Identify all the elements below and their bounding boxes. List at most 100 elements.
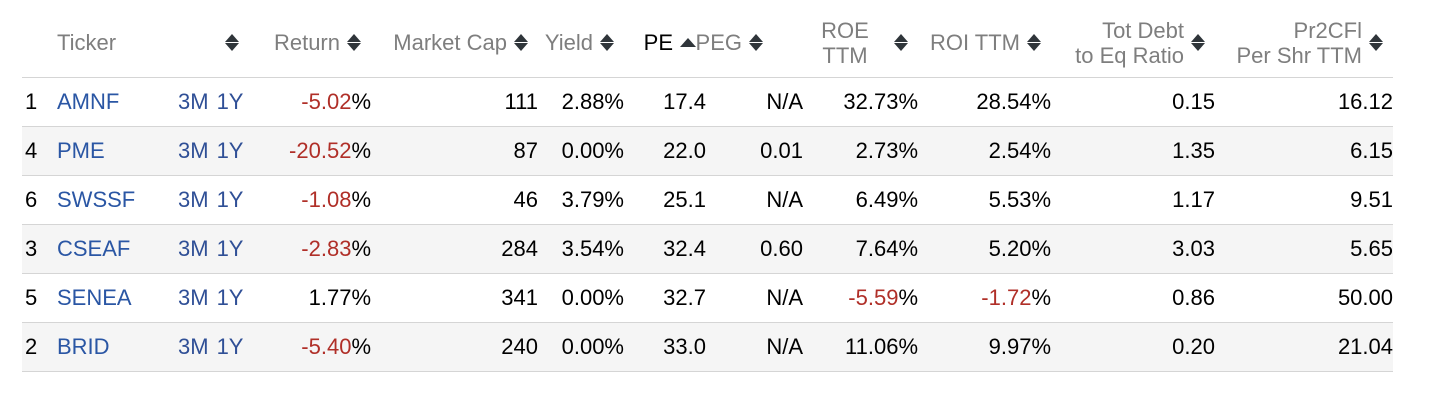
pr2cfl-per-shr-cell: 50.00 [1215, 273, 1393, 323]
pr2cfl-per-shr-cell: 6.15 [1215, 126, 1393, 176]
roe-ttm-cell: 6.49% [803, 175, 918, 225]
roi-ttm-cell-value: 9.97 [988, 334, 1032, 359]
row-rank: 3 [22, 224, 52, 274]
roi-ttm-cell: 9.97% [918, 322, 1051, 372]
period-links-cell: 3M 1Y [170, 273, 245, 323]
period-link-1y[interactable]: 1Y [216, 334, 244, 359]
column-header-return[interactable]: Return [245, 0, 371, 78]
table-body: 1 AMNF 3M 1Y -5.02% 111 2.88% 17.4 N/A 32.73% 28.5… [22, 77, 1393, 372]
roe-ttm-cell-value: 6.49 [855, 187, 899, 212]
period-link-3m[interactable]: 3M [178, 236, 209, 261]
period-link-1y[interactable]: 1Y [216, 187, 244, 212]
market-cap-cell: 341 [371, 273, 538, 323]
roe-ttm-cell: -5.59% [803, 273, 918, 323]
ticker-link[interactable]: SWSSF [57, 187, 136, 212]
period-links-cell: 3M 1Y [170, 126, 245, 176]
tot-debt-to-eq-cell: 0.20 [1051, 322, 1215, 372]
pe-cell: 32.7 [624, 273, 706, 323]
pe-cell: 25.1 [624, 175, 706, 225]
ticker-link[interactable]: AMNF [57, 89, 120, 114]
percent-sign: % [898, 236, 918, 261]
market-cap-cell: 240 [371, 322, 538, 372]
column-header-peg[interactable]: PEG [696, 0, 803, 78]
pe-cell: 22.0 [624, 126, 706, 176]
peg-cell: 0.60 [706, 224, 803, 274]
column-label-return: Return [273, 30, 340, 55]
row-rank: 6 [22, 175, 52, 225]
period-link-3m[interactable]: 3M [178, 187, 209, 212]
sort-icon [749, 34, 763, 51]
return-cell-value: -5.02 [301, 89, 352, 114]
return-cell-value: -20.52 [289, 138, 352, 163]
percent-sign: % [898, 89, 918, 114]
roi-ttm-cell: 5.53% [918, 175, 1051, 225]
period-link-3m[interactable]: 3M [178, 334, 209, 359]
period-link-3m[interactable]: 3M [178, 89, 209, 114]
column-label-market-cap: Market Cap [393, 30, 507, 55]
column-label-peg: PEG [695, 30, 742, 55]
roi-ttm-cell-value: 5.53 [988, 187, 1032, 212]
return-cell: 1.77% [245, 273, 371, 323]
column-header-market-cap[interactable]: Market Cap [371, 0, 538, 78]
percent-sign: % [1031, 285, 1051, 310]
ticker-link[interactable]: CSEAF [57, 236, 131, 261]
pr2cfl-per-shr-cell: 9.51 [1215, 175, 1393, 225]
period-link-1y[interactable]: 1Y [216, 89, 244, 114]
ticker-link[interactable]: SENEA [57, 285, 132, 310]
column-header-yield[interactable]: Yield [538, 0, 624, 78]
column-header-roe-ttm[interactable]: ROE TTM [803, 0, 918, 78]
column-header-pe[interactable]: PE [624, 0, 706, 78]
yield-cell: 0.00% [538, 273, 624, 323]
pr2cfl-per-shr-cell: 16.12 [1215, 77, 1393, 127]
period-link-1y[interactable]: 1Y [216, 138, 244, 163]
column-label-roi-ttm: ROI TTM [929, 30, 1020, 55]
return-cell-value: -2.83 [301, 236, 352, 261]
column-header-ticker[interactable]: Ticker [22, 0, 245, 78]
roe-ttm-cell-value: 32.73 [843, 89, 899, 114]
roe-ttm-cell: 2.73% [803, 126, 918, 176]
yield-cell: 3.54% [538, 224, 624, 274]
percent-sign: % [898, 285, 918, 310]
return-cell: -20.52% [245, 126, 371, 176]
row-rank: 4 [22, 126, 52, 176]
yield-cell: 0.00% [538, 126, 624, 176]
period-link-1y[interactable]: 1Y [216, 236, 244, 261]
roi-ttm-cell: -1.72% [918, 273, 1051, 323]
column-header-roi-ttm[interactable]: ROI TTM [918, 0, 1051, 78]
peg-cell: N/A [706, 175, 803, 225]
column-header-tot-debt-to-eq[interactable]: Tot Debt to Eq Ratio [1051, 0, 1215, 78]
screener-table: Ticker Return Market Cap [22, 0, 1393, 372]
return-cell: -2.83% [245, 224, 371, 274]
period-links-cell: 3M 1Y [170, 224, 245, 274]
period-link-3m[interactable]: 3M [178, 138, 209, 163]
ticker-link[interactable]: PME [57, 138, 105, 163]
roi-ttm-cell-value: -1.72 [981, 285, 1032, 310]
peg-cell: N/A [706, 322, 803, 372]
sort-icon [1191, 34, 1205, 51]
roe-ttm-cell: 11.06% [803, 322, 918, 372]
roe-ttm-cell-value: 2.73 [855, 138, 899, 163]
column-label-pe: PE [643, 30, 673, 55]
sort-icon [1027, 34, 1041, 51]
tot-debt-to-eq-cell: 0.15 [1051, 77, 1215, 127]
roe-ttm-cell: 7.64% [803, 224, 918, 274]
percent-sign: % [351, 187, 371, 212]
percent-sign: % [1031, 236, 1051, 261]
table-row: 5 SENEA 3M 1Y 1.77% 341 0.00% 32.7 N/A -5.59% -1.7… [22, 273, 1393, 323]
percent-sign: % [898, 187, 918, 212]
tot-debt-to-eq-cell: 0.86 [1051, 273, 1215, 323]
period-link-1y[interactable]: 1Y [216, 285, 244, 310]
pr2cfl-per-shr-cell: 21.04 [1215, 322, 1393, 372]
return-cell-value: -1.08 [301, 187, 352, 212]
period-links-cell: 3M 1Y [170, 77, 245, 127]
market-cap-cell: 87 [371, 126, 538, 176]
ticker-link[interactable]: BRID [57, 334, 110, 359]
market-cap-cell: 284 [371, 224, 538, 274]
period-link-3m[interactable]: 3M [178, 285, 209, 310]
yield-cell: 3.79% [538, 175, 624, 225]
roi-ttm-cell: 28.54% [918, 77, 1051, 127]
column-label-tot-debt-line2: to Eq Ratio [1075, 42, 1184, 68]
column-header-pr2cfl-per-shr[interactable]: Pr2CFl Per Shr TTM [1215, 0, 1393, 78]
percent-sign: % [1031, 89, 1051, 114]
roe-ttm-cell-value: 11.06 [845, 334, 899, 359]
